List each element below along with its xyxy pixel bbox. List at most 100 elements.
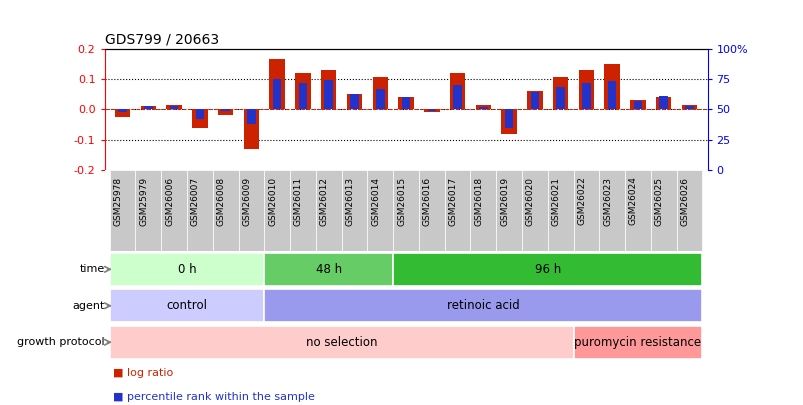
Text: GSM26023: GSM26023 xyxy=(602,177,611,226)
Bar xyxy=(299,83,307,109)
Text: GSM25978: GSM25978 xyxy=(113,177,122,226)
Bar xyxy=(521,170,547,251)
Bar xyxy=(118,109,127,112)
FancyBboxPatch shape xyxy=(109,253,264,286)
Bar xyxy=(247,109,255,124)
Bar xyxy=(423,109,439,113)
Text: GSM26012: GSM26012 xyxy=(320,177,328,226)
Bar xyxy=(243,109,259,149)
Bar xyxy=(192,109,207,128)
Bar xyxy=(376,89,384,109)
Bar xyxy=(218,109,233,115)
Bar xyxy=(169,106,178,109)
Text: GSM26021: GSM26021 xyxy=(551,177,560,226)
Text: ■ log ratio: ■ log ratio xyxy=(112,368,173,377)
Text: 0 h: 0 h xyxy=(177,263,196,276)
Bar xyxy=(604,64,619,109)
Text: GSM26022: GSM26022 xyxy=(577,177,585,226)
FancyBboxPatch shape xyxy=(264,253,393,286)
FancyBboxPatch shape xyxy=(109,289,264,322)
Bar xyxy=(221,109,230,111)
Bar xyxy=(350,94,358,109)
Bar xyxy=(684,106,693,109)
Text: no selection: no selection xyxy=(305,336,377,349)
Bar xyxy=(624,170,650,251)
Text: GSM26007: GSM26007 xyxy=(190,177,200,226)
Bar xyxy=(135,170,161,251)
Bar xyxy=(367,170,393,251)
Bar xyxy=(581,83,590,109)
Bar xyxy=(115,109,130,117)
Text: puromycin resistance: puromycin resistance xyxy=(573,336,701,349)
Text: retinoic acid: retinoic acid xyxy=(446,299,519,312)
Bar xyxy=(556,87,565,109)
Bar xyxy=(166,105,181,109)
Bar xyxy=(290,170,316,251)
Bar xyxy=(449,73,465,109)
Bar xyxy=(402,97,410,109)
Text: GSM25979: GSM25979 xyxy=(139,177,148,226)
Bar xyxy=(238,170,264,251)
Bar xyxy=(598,170,624,251)
FancyBboxPatch shape xyxy=(264,289,702,322)
Text: GSM26020: GSM26020 xyxy=(525,177,534,226)
Bar xyxy=(397,97,414,109)
Bar xyxy=(341,170,367,251)
Text: ■ percentile rank within the sample: ■ percentile rank within the sample xyxy=(112,392,314,402)
Text: GSM26008: GSM26008 xyxy=(216,177,226,226)
Bar xyxy=(453,85,461,109)
Bar xyxy=(195,109,204,119)
Bar xyxy=(324,80,332,109)
Text: GSM26010: GSM26010 xyxy=(268,177,277,226)
Text: GSM26015: GSM26015 xyxy=(397,177,406,226)
Bar xyxy=(269,59,284,109)
Bar xyxy=(479,107,487,109)
Text: GSM26025: GSM26025 xyxy=(654,177,663,226)
Text: GSM26026: GSM26026 xyxy=(679,177,689,226)
Text: GSM26016: GSM26016 xyxy=(422,177,431,226)
Bar xyxy=(633,101,642,109)
Bar xyxy=(530,92,539,109)
Text: GSM26009: GSM26009 xyxy=(242,177,251,226)
Bar xyxy=(346,94,362,109)
Bar xyxy=(144,106,153,109)
Bar xyxy=(393,170,418,251)
Bar xyxy=(630,100,645,109)
Bar xyxy=(475,105,491,109)
Bar xyxy=(495,170,521,251)
FancyBboxPatch shape xyxy=(573,326,702,359)
Bar xyxy=(264,170,290,251)
FancyBboxPatch shape xyxy=(109,326,573,359)
Text: GSM26006: GSM26006 xyxy=(165,177,174,226)
Bar xyxy=(501,109,516,134)
Text: GSM26024: GSM26024 xyxy=(628,177,637,226)
Text: agent: agent xyxy=(72,301,104,311)
FancyBboxPatch shape xyxy=(393,253,702,286)
Bar xyxy=(504,109,512,128)
Bar xyxy=(552,77,568,109)
Text: control: control xyxy=(166,299,207,312)
Text: GSM26017: GSM26017 xyxy=(448,177,457,226)
Bar xyxy=(109,170,135,251)
Bar xyxy=(161,170,187,251)
Bar xyxy=(272,79,281,109)
Bar xyxy=(658,96,667,109)
Text: GSM26019: GSM26019 xyxy=(499,177,508,226)
Text: GSM26013: GSM26013 xyxy=(345,177,354,226)
Bar xyxy=(295,73,310,109)
Text: GSM26011: GSM26011 xyxy=(294,177,303,226)
Bar xyxy=(316,170,341,251)
Bar xyxy=(187,170,213,251)
Text: GDS799 / 20663: GDS799 / 20663 xyxy=(104,32,218,46)
Text: GSM26014: GSM26014 xyxy=(371,177,380,226)
Bar xyxy=(372,77,388,109)
Bar xyxy=(681,105,696,109)
Bar xyxy=(607,81,616,109)
Bar xyxy=(444,170,470,251)
Bar xyxy=(427,109,435,111)
Bar xyxy=(320,70,336,109)
Text: time: time xyxy=(79,264,104,274)
Bar xyxy=(547,170,573,251)
Bar xyxy=(418,170,444,251)
Bar xyxy=(650,170,676,251)
